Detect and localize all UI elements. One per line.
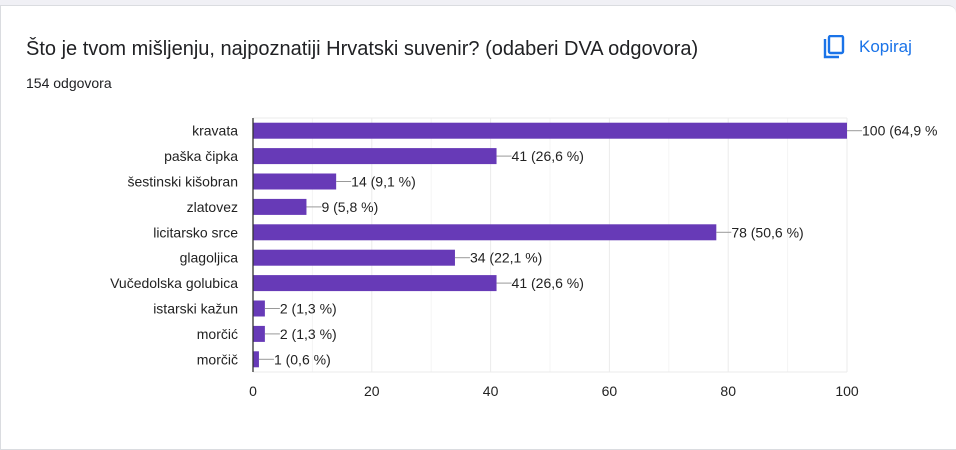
category-label: paška čipka [164, 148, 238, 164]
response-count: 154 odgovora [26, 75, 112, 91]
data-label: 100 (64,9 % [862, 123, 938, 139]
category-label: Vučedolska golubica [110, 275, 238, 291]
data-label: 9 (5,8 %) [321, 199, 378, 215]
x-tick-label: 100 [835, 383, 859, 399]
x-tick-label: 40 [483, 383, 499, 399]
question-title: Što je tvom mišljenju, najpoznatiji Hrva… [26, 38, 699, 60]
bar [253, 249, 455, 266]
copy-icon [823, 35, 845, 59]
bar [253, 300, 265, 317]
data-label: 41 (26,6 %) [512, 275, 584, 291]
category-label: morčič [197, 351, 238, 367]
category-label: kravata [192, 123, 238, 139]
bar [253, 351, 259, 368]
data-label: 41 (26,6 %) [512, 148, 584, 164]
data-label: 2 (1,3 %) [280, 326, 337, 342]
x-tick-label: 0 [249, 383, 257, 399]
data-label: 1 (0,6 %) [274, 351, 331, 367]
copy-button[interactable]: Kopiraj [823, 35, 912, 59]
bar [253, 275, 497, 292]
data-label: 14 (9,1 %) [351, 174, 416, 190]
bar [253, 325, 265, 342]
bar [253, 173, 337, 190]
x-tick-label: 60 [602, 383, 618, 399]
x-tick-label: 20 [364, 383, 380, 399]
copy-label: Kopiraj [859, 37, 912, 56]
question-card: Što je tvom mišljenju, najpoznatiji Hrva… [0, 5, 956, 450]
bar [253, 148, 497, 165]
bar [253, 122, 847, 139]
x-tick-label: 80 [720, 383, 736, 399]
data-label: 2 (1,3 %) [280, 301, 337, 317]
data-label: 34 (22,1 %) [470, 250, 542, 266]
category-label: zlatovez [187, 199, 238, 215]
category-label: istarski kažun [153, 301, 238, 317]
data-label: 78 (50,6 %) [731, 224, 803, 240]
category-label: licitarsko srce [153, 224, 238, 240]
bar [253, 198, 307, 215]
category-label: šestinski kišobran [128, 174, 239, 190]
category-label: morčić [197, 326, 238, 342]
category-label: glagoljica [180, 250, 239, 266]
bar [253, 224, 717, 241]
